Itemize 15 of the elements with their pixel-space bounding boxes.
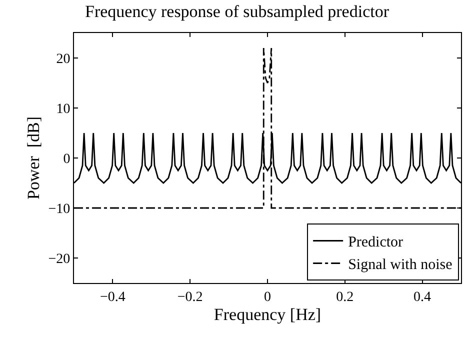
- y-tick-label: −10: [48, 202, 70, 217]
- x-axis-title: Frequency [Hz]: [214, 304, 322, 324]
- x-tick-label: 0: [264, 290, 271, 305]
- x-tick-label: 0.4: [414, 290, 432, 305]
- x-tick-label: 0.2: [336, 290, 354, 305]
- chart-title: Frequency response of subsampled predictor: [84, 2, 390, 21]
- legend-label: Signal with noise: [348, 257, 453, 274]
- x-tick-label: −0.4: [100, 290, 126, 305]
- y-tick-label: −20: [48, 252, 70, 267]
- y-axis-title: Power [dB]: [24, 116, 43, 200]
- x-tick-label: −0.2: [177, 290, 203, 305]
- y-tick-label: 10: [56, 102, 70, 117]
- y-tick-label: 20: [56, 52, 70, 67]
- legend-label: Predictor: [348, 234, 404, 251]
- y-tick-label: 0: [63, 152, 70, 167]
